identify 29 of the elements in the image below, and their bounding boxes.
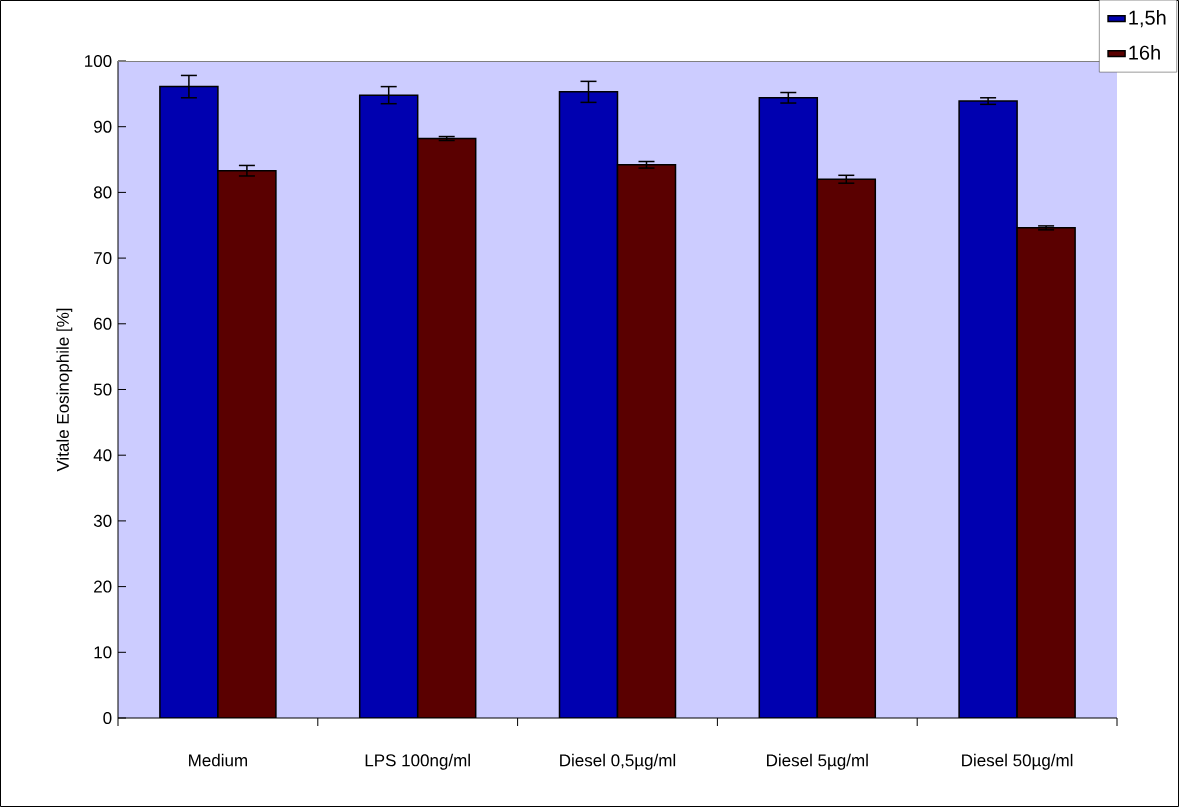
y-tick-label: 90 (94, 120, 112, 133)
bar (217, 169, 277, 718)
x-tick-label: LPS 100ng/ml (365, 753, 470, 770)
y-tick-label: 0 (103, 711, 112, 725)
bar (416, 137, 477, 718)
y-tick-label: 10 (94, 646, 112, 659)
x-tick-label: Diesel 5µg/ml (767, 753, 868, 770)
x-tick-label: Diesel 0,5µg/ml (560, 753, 676, 770)
y-tick-label: 50 (93, 383, 112, 396)
y-tick-label: 80 (93, 186, 112, 199)
bar (816, 178, 877, 718)
x-tick-label: Diesel 50µg/ml (962, 753, 1073, 770)
bar (558, 91, 619, 718)
y-axis-title: Vitale Eosinophile [%] (56, 308, 73, 472)
y-tick-label: 60 (94, 317, 112, 330)
y-tick-label: 20 (94, 580, 112, 593)
bar (358, 94, 419, 718)
bar (159, 85, 219, 718)
bar (1016, 227, 1076, 718)
x-tick-label: Medium (189, 753, 248, 767)
legend-label: 1,5h (1129, 10, 1166, 28)
y-tick-label: 70 (94, 252, 112, 265)
bar (616, 164, 677, 718)
legend-label: 16h (1129, 45, 1160, 60)
y-tick-label: 40 (93, 449, 112, 462)
bar (958, 100, 1018, 718)
bar (758, 97, 819, 718)
y-tick-label: 30 (93, 514, 112, 527)
y-tick-label: 100 (85, 54, 112, 68)
